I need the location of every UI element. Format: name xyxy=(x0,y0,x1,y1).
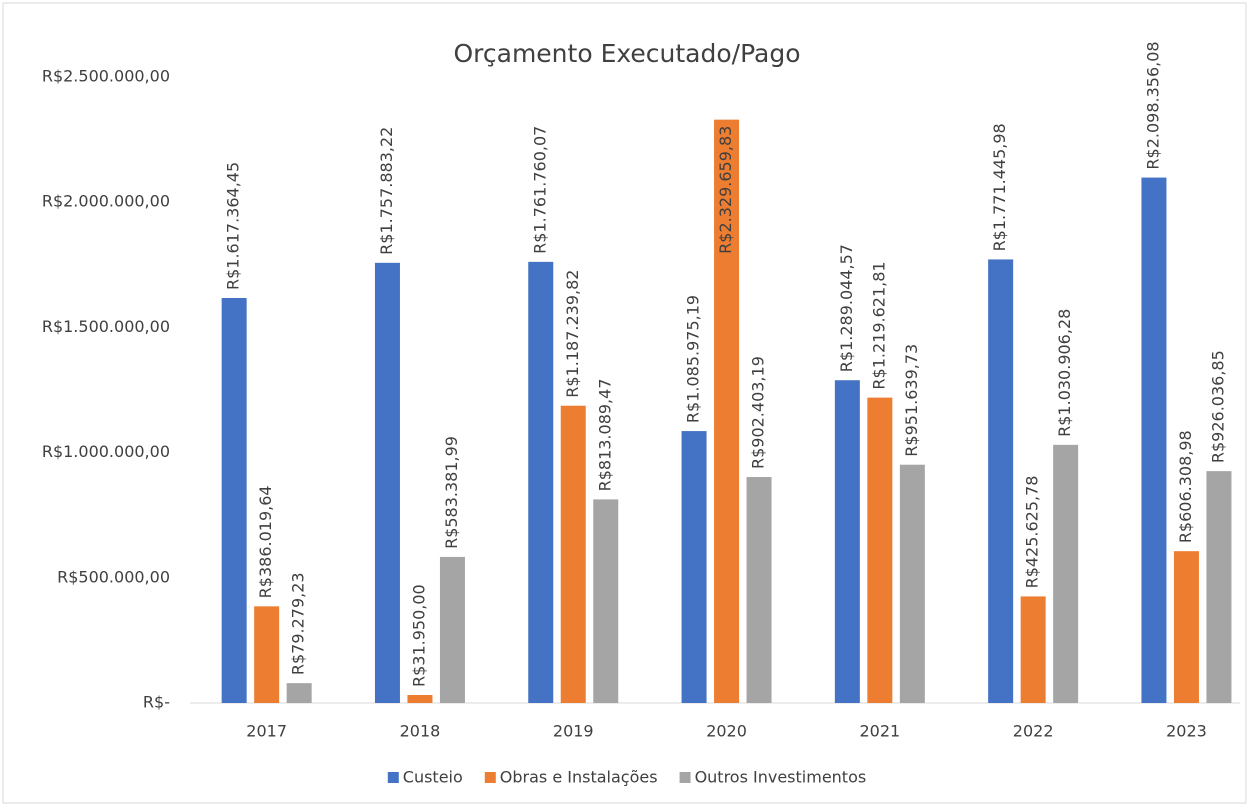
y-tick-label: R$2.500.000,00 xyxy=(42,67,170,86)
bar xyxy=(681,431,707,703)
data-label: R$1.617.364,45 xyxy=(224,162,243,290)
legend-label: Custeio xyxy=(403,768,463,787)
x-tick-label: 2019 xyxy=(553,722,594,741)
data-label: R$926.036,85 xyxy=(1208,350,1227,463)
legend-label: Obras e Instalações xyxy=(500,768,658,787)
bar xyxy=(746,477,772,703)
bar xyxy=(867,397,893,703)
bar xyxy=(528,261,554,703)
data-label: R$1.187.239,82 xyxy=(563,270,582,398)
x-tick-label: 2022 xyxy=(1013,722,1054,741)
y-tick-label: R$1.000.000,00 xyxy=(42,442,170,461)
y-tick-label: R$2.000.000,00 xyxy=(42,192,170,211)
bar xyxy=(1053,444,1079,703)
x-tick-label: 2017 xyxy=(246,722,287,741)
bar xyxy=(560,405,586,703)
data-label: R$1.030.906,28 xyxy=(1055,309,1074,437)
data-label: R$386.019,64 xyxy=(256,485,275,598)
bar xyxy=(374,262,400,703)
data-label: R$583.381,99 xyxy=(442,436,461,549)
data-label: R$31.950,00 xyxy=(409,584,428,687)
data-label: R$1.289.044,57 xyxy=(837,244,856,372)
bar xyxy=(439,556,465,703)
data-label: R$813.089,47 xyxy=(595,378,614,491)
data-label: R$425.625,78 xyxy=(1023,476,1042,589)
bar xyxy=(899,464,925,703)
legend-swatch xyxy=(387,772,399,783)
data-label: R$1.219.621,81 xyxy=(869,261,888,389)
bar xyxy=(1173,551,1199,703)
data-label: R$79.279,23 xyxy=(289,572,308,675)
bar xyxy=(286,683,312,703)
legend-label: Outros Investimentos xyxy=(695,768,867,787)
bar xyxy=(593,499,619,703)
data-label: R$2.098.356,08 xyxy=(1143,41,1162,169)
bar xyxy=(221,298,247,703)
y-tick-label: R$1.500.000,00 xyxy=(42,317,170,336)
bar xyxy=(1141,177,1167,703)
data-label: R$1.771.445,98 xyxy=(990,123,1009,251)
bar xyxy=(254,606,280,703)
legend-swatch xyxy=(484,772,496,783)
data-label: R$951.639,73 xyxy=(902,344,921,457)
data-label: R$1.085.975,19 xyxy=(684,295,703,423)
bar xyxy=(834,380,860,703)
legend-swatch xyxy=(679,772,691,783)
x-tick-label: 2021 xyxy=(859,722,900,741)
x-tick-label: 2018 xyxy=(400,722,441,741)
data-label: R$1.761.760,07 xyxy=(530,126,549,254)
data-label: R$1.757.883,22 xyxy=(377,127,396,255)
data-label: R$2.329.659,83 xyxy=(716,126,735,254)
bar xyxy=(714,119,740,703)
x-tick-label: 2023 xyxy=(1166,722,1207,741)
bar xyxy=(407,694,433,703)
chart-title: Orçamento Executado/Pago xyxy=(453,39,800,68)
x-tick-label: 2020 xyxy=(706,722,747,741)
y-tick-label: R$500.000,00 xyxy=(57,567,170,586)
data-label: R$606.308,98 xyxy=(1176,430,1195,543)
bar xyxy=(1020,596,1046,703)
bar xyxy=(1206,471,1232,703)
bar xyxy=(988,259,1014,703)
data-label: R$902.403,19 xyxy=(749,356,768,469)
y-tick-label: R$- xyxy=(143,693,170,712)
